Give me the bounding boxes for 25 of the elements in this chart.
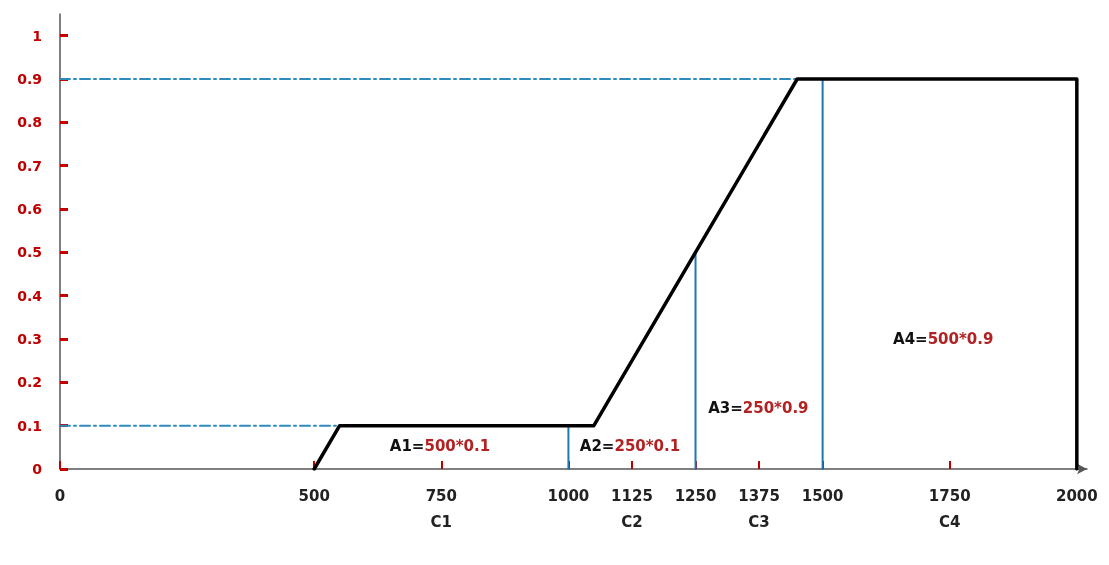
y-tick-label: 0.9 [17,71,42,87]
y-tick-label: 1 [32,27,42,44]
y-tick-label: 0.4 [17,287,43,304]
annotation: A4=500*0.9 [893,329,994,348]
annotation: A1=500*0.1 [389,437,491,456]
y-tick-label: 0.6 [17,201,42,217]
y-tick-label: 0.5 [17,244,42,261]
x-tick-label: 500 [298,487,330,505]
y-tick-label: 0.1 [17,417,42,434]
y-tick-label: 0 [32,461,43,477]
x-tick-label: 1750 C4 [928,487,971,531]
y-tick-label: 0.8 [17,114,42,131]
x-tick-label: 1250 [674,487,717,505]
annotation: A2=250*0.1 [579,437,681,456]
x-tick-label: 0 [54,487,66,505]
annotation: A3=250*0.9 [708,399,809,418]
x-tick-label: 1125 C2 [611,487,653,531]
x-tick-label: 2000 [1055,487,1098,505]
y-tick-label: 0.3 [17,331,42,347]
x-tick-label: 1000 [547,487,590,505]
x-tick-label: 1500 [801,487,844,505]
x-tick-label: 1375 C3 [738,487,780,531]
y-tick-label: 0.7 [17,157,42,174]
y-tick-label: 0.2 [17,374,42,391]
x-tick-label: 750 C1 [425,487,457,531]
